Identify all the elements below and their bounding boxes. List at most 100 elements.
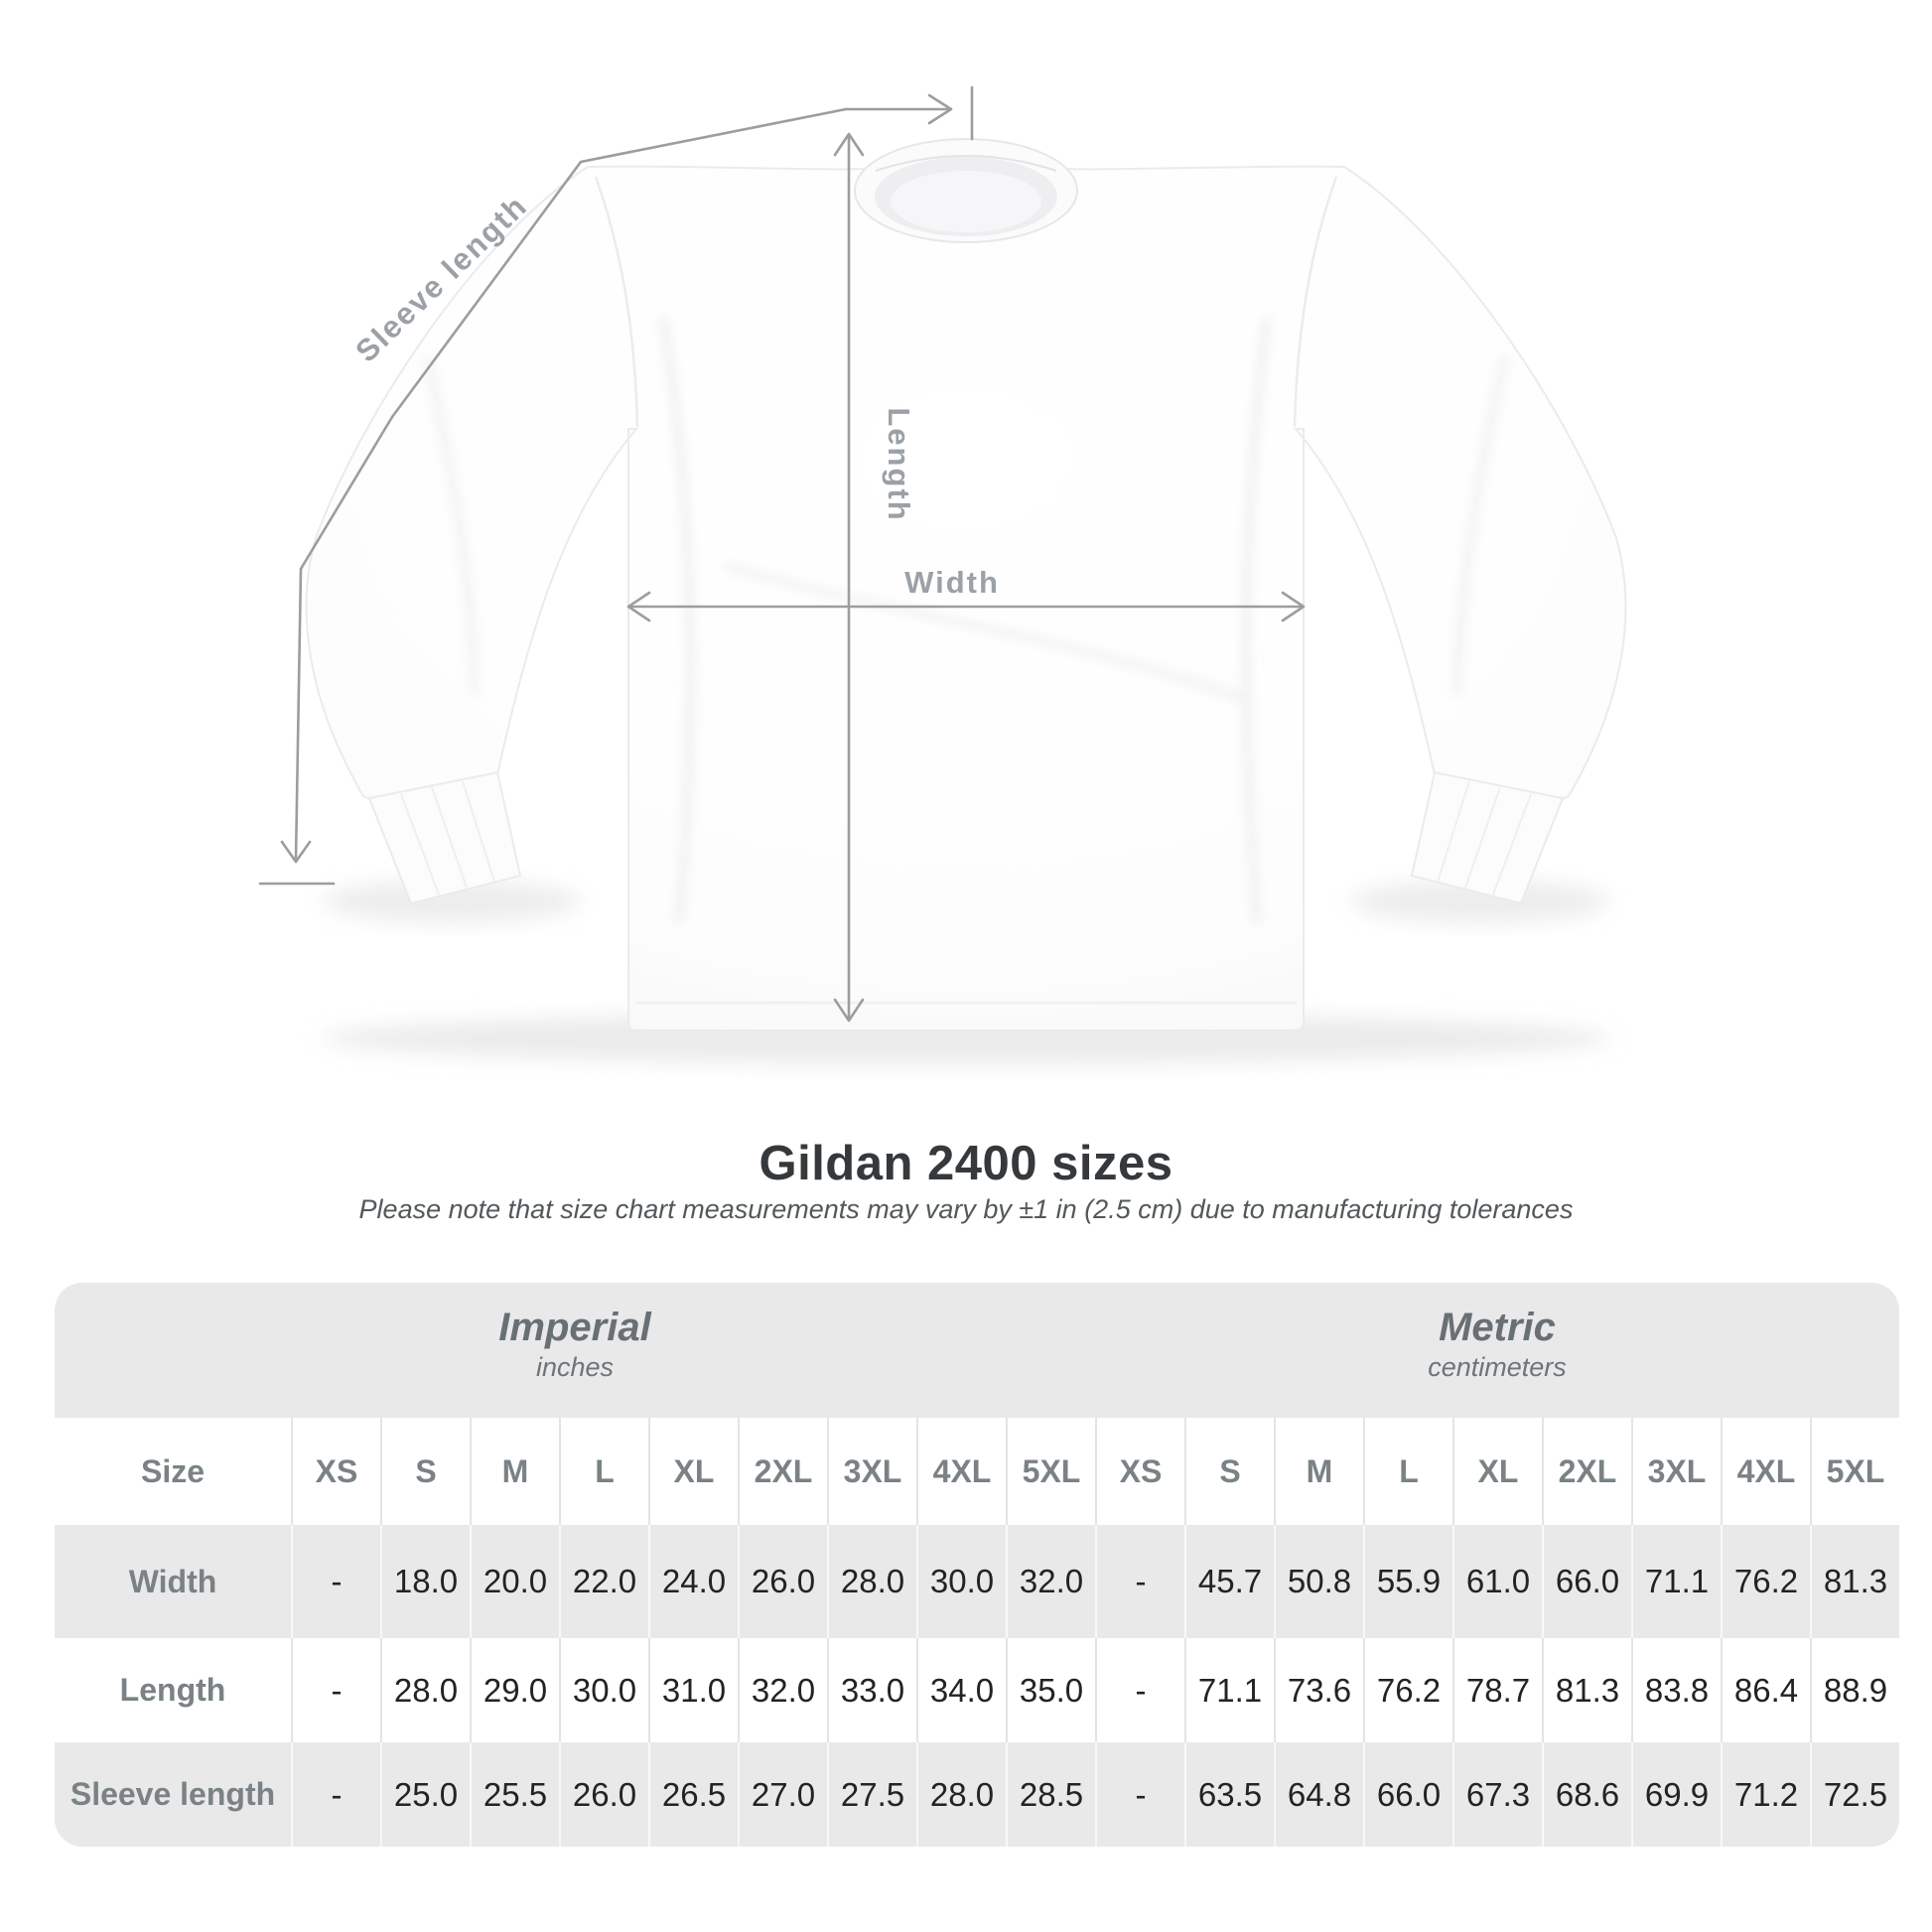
size-value-cell: 30.0 <box>559 1638 648 1742</box>
size-value-cell: 18.0 <box>380 1525 470 1638</box>
width-label: Width <box>904 565 1000 600</box>
collar-opening-inner <box>891 171 1041 232</box>
cuff-shadow-right <box>1351 880 1609 923</box>
arrow-up-icon <box>833 132 865 157</box>
size-value-cell: 86.4 <box>1721 1638 1810 1742</box>
size-value-cell: 55.9 <box>1363 1525 1452 1638</box>
size-value-cell: - <box>291 1525 380 1638</box>
size-column-header: XS <box>291 1418 380 1525</box>
size-value-cell: 29.0 <box>470 1638 559 1742</box>
size-value-cell: 50.8 <box>1274 1525 1363 1638</box>
row-label: Length <box>119 1672 226 1708</box>
size-column-header: S <box>1184 1418 1274 1525</box>
metric-label: Metric <box>1439 1306 1556 1349</box>
size-value-cell: 28.0 <box>380 1638 470 1742</box>
size-value-cell: 20.0 <box>470 1525 559 1638</box>
size-value-cell: 63.5 <box>1184 1742 1274 1847</box>
table-row-width: Width -18.0 20.0 22.0 24.0 26.0 28.0 30.0 32.0-… <box>55 1525 1899 1638</box>
shirt-silhouette <box>305 151 1627 1032</box>
right-cuff <box>1410 770 1565 905</box>
size-header-row: Size XS S M L XL 2XL 3XL 4XL 5XL XS S M L XL 2XL 3XL 4XL… <box>55 1418 1899 1525</box>
size-column-header: 4XL <box>916 1418 1006 1525</box>
size-value-cell: 34.0 <box>916 1638 1006 1742</box>
size-column-header: M <box>470 1418 559 1525</box>
left-cuff <box>367 770 522 905</box>
size-value-cell: 69.9 <box>1631 1742 1721 1847</box>
size-table: Imperial inches Metric centimeters Size … <box>55 1283 1899 1847</box>
size-column-header: 2XL <box>1542 1418 1631 1525</box>
size-value-cell: 28.0 <box>827 1525 916 1638</box>
size-column-header: L <box>1363 1418 1452 1525</box>
page-subtitle: Please note that size chart measurements… <box>358 1194 1574 1224</box>
size-value-cell: 71.1 <box>1631 1525 1721 1638</box>
size-value-cell: 27.0 <box>738 1742 827 1847</box>
size-value-cell: - <box>291 1638 380 1742</box>
arrow-left-icon <box>626 591 651 622</box>
size-column-header: 5XL <box>1006 1418 1095 1525</box>
size-value-cell: 67.3 <box>1452 1742 1542 1847</box>
size-column-header: XS <box>1095 1418 1184 1525</box>
units-band: Imperial inches Metric centimeters <box>55 1283 1899 1418</box>
size-value-cell: 26.0 <box>559 1742 648 1847</box>
armhole-seam-left <box>594 176 639 428</box>
size-column-header: XL <box>1452 1418 1542 1525</box>
arrow-down-icon <box>280 840 312 864</box>
cuff-shadow-left <box>323 880 581 923</box>
size-column-header: 5XL <box>1810 1418 1899 1525</box>
size-value-cell: - <box>1095 1742 1184 1847</box>
metric-group-header: Metric centimeters <box>1095 1283 1899 1418</box>
size-column-header: 4XL <box>1721 1418 1810 1525</box>
size-value-cell: 25.0 <box>380 1742 470 1847</box>
page-title: Gildan 2400 sizes <box>759 1137 1173 1190</box>
size-value-cell: 32.0 <box>1006 1525 1095 1638</box>
size-value-cell: 26.0 <box>738 1525 827 1638</box>
arrow-right-icon <box>927 93 953 125</box>
size-column-header: L <box>559 1418 648 1525</box>
size-value-cell: 73.6 <box>1274 1638 1363 1742</box>
size-column-header: S <box>380 1418 470 1525</box>
width-measure-line <box>626 591 1306 622</box>
size-value-cell: 71.2 <box>1721 1742 1810 1847</box>
row-label: Sleeve length <box>69 1776 276 1812</box>
sleeve-length-measure-line <box>258 85 974 886</box>
size-value-cell: 66.0 <box>1363 1742 1452 1847</box>
size-value-cell: 68.6 <box>1542 1742 1631 1847</box>
size-value-cell: 33.0 <box>827 1638 916 1742</box>
fabric-folds <box>423 317 1509 924</box>
size-value-cell: 83.8 <box>1631 1638 1721 1742</box>
size-value-cell: 81.3 <box>1542 1638 1631 1742</box>
size-value-cell: 76.2 <box>1363 1638 1452 1742</box>
row-label: Width <box>128 1563 217 1599</box>
size-column-header: 2XL <box>738 1418 827 1525</box>
imperial-label: Imperial <box>498 1306 651 1349</box>
size-column-header: 3XL <box>1631 1418 1721 1525</box>
size-value-cell: - <box>1095 1525 1184 1638</box>
armhole-seam-right <box>1293 176 1338 428</box>
size-value-cell: 27.5 <box>827 1742 916 1847</box>
size-value-cell: 88.9 <box>1810 1638 1899 1742</box>
size-value-cell: 25.5 <box>470 1742 559 1847</box>
size-value-cell: 32.0 <box>738 1638 827 1742</box>
imperial-group-header: Imperial inches <box>55 1283 1095 1418</box>
arrow-right-icon <box>1281 591 1306 622</box>
shirt-measurement-diagram: Sleeve length Length Width <box>258 85 1627 1064</box>
arrow-down-icon <box>833 998 865 1023</box>
size-value-cell: 31.0 <box>648 1638 738 1742</box>
measure-lines <box>258 85 1306 1023</box>
size-value-cell: 76.2 <box>1721 1525 1810 1638</box>
right-cuff-ribs <box>1437 780 1532 896</box>
size-value-cell: 22.0 <box>559 1525 648 1638</box>
collar-back-seam <box>875 155 1057 172</box>
size-corner-header: Size <box>140 1452 206 1489</box>
size-value-cell: 26.5 <box>648 1742 738 1847</box>
size-value-cell: 28.5 <box>1006 1742 1095 1847</box>
size-value-cell: - <box>1095 1638 1184 1742</box>
size-value-cell: 78.7 <box>1452 1638 1542 1742</box>
size-value-cell: 35.0 <box>1006 1638 1095 1742</box>
size-value-cell: 45.7 <box>1184 1525 1274 1638</box>
size-value-cell: 71.1 <box>1184 1638 1274 1742</box>
size-value-cell: 61.0 <box>1452 1525 1542 1638</box>
size-value-cell: 28.0 <box>916 1742 1006 1847</box>
sleeve-measure-polyline <box>294 107 848 862</box>
